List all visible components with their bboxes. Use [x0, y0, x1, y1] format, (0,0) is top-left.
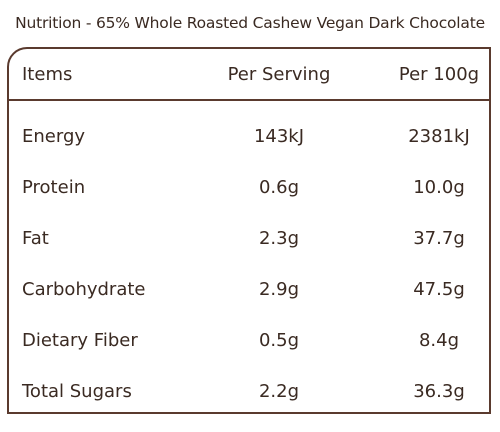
table-row: Fat 2.3g 37.7g — [9, 214, 489, 265]
row-per-100g: 8.4g — [418, 330, 460, 351]
table-row: Carbohydrate 2.9g 47.5g — [9, 265, 489, 316]
table-row: Dietary Fiber 0.5g 8.4g — [9, 316, 489, 367]
header-items: Items — [22, 64, 73, 85]
row-item: Protein — [22, 177, 86, 198]
row-per-serving: 2.3g — [258, 228, 300, 249]
row-per-100g: 36.3g — [413, 381, 465, 402]
row-item: Energy — [22, 126, 86, 147]
header-per-100g: Per 100g — [398, 64, 480, 85]
page-title: Nutrition - 65% Whole Roasted Cashew Veg… — [15, 14, 485, 32]
row-item: Dietary Fiber — [22, 330, 138, 351]
row-per-serving: 0.6g — [258, 177, 300, 198]
row-per-serving: 2.2g — [258, 381, 300, 402]
row-per-serving: 0.5g — [258, 330, 300, 351]
row-per-100g: 2381kJ — [408, 126, 470, 147]
nutrition-table: Items Per Serving Per 100g Energy 143kJ … — [7, 47, 491, 414]
table-row: Protein 0.6g 10.0g — [9, 163, 489, 214]
row-per-serving: 2.9g — [258, 279, 300, 300]
table-row: Energy 143kJ 2381kJ — [9, 112, 489, 163]
row-per-100g: 10.0g — [413, 177, 465, 198]
row-item: Fat — [22, 228, 49, 249]
header-per-serving: Per Serving — [227, 64, 331, 85]
row-per-100g: 47.5g — [413, 279, 465, 300]
row-item: Total Sugars — [22, 381, 132, 402]
table-row: Total Sugars 2.2g 36.3g — [9, 367, 489, 418]
row-item: Carbohydrate — [22, 279, 146, 300]
row-per-serving: 143kJ — [253, 126, 305, 147]
row-per-100g: 37.7g — [413, 228, 465, 249]
table-header: Items Per Serving Per 100g — [9, 49, 489, 101]
